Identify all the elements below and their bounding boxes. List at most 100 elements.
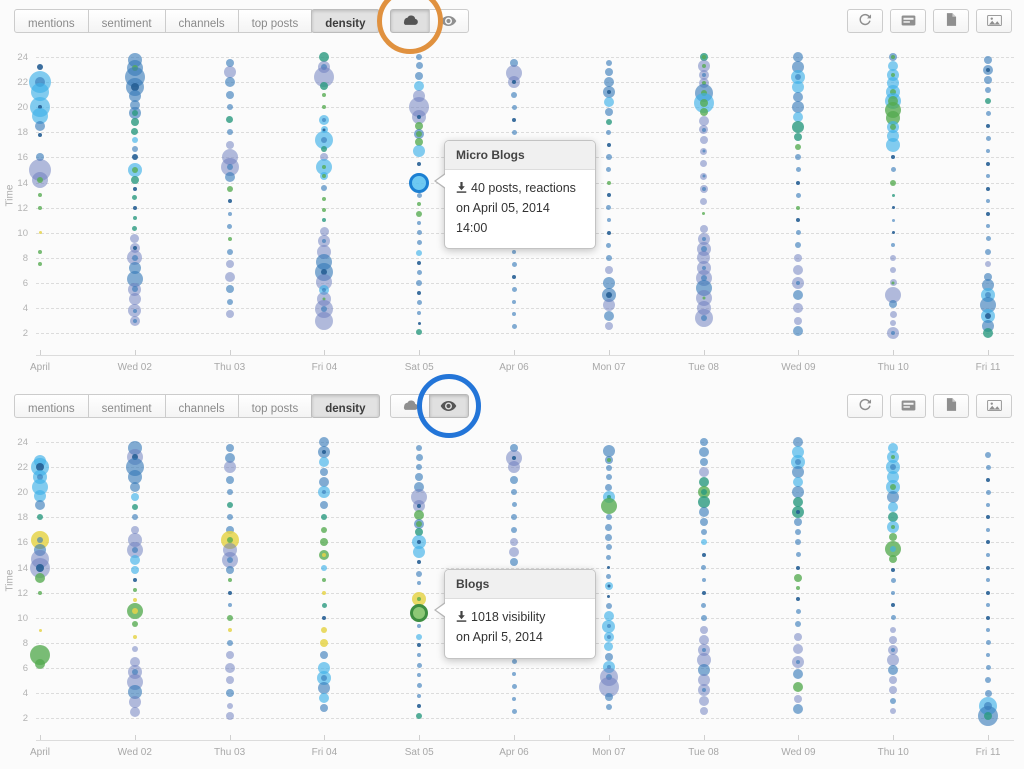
bubble[interactable] [793,437,804,447]
bubble[interactable] [792,81,805,94]
bubble[interactable] [417,673,422,678]
bubble[interactable] [793,290,804,301]
bubble[interactable] [127,250,143,266]
bubble[interactable] [605,465,612,472]
image-button[interactable] [976,394,1012,418]
bubble[interactable] [417,653,422,658]
bubble[interactable] [890,707,897,714]
bubble[interactable] [605,514,612,521]
bubble[interactable] [321,145,328,152]
bubble[interactable] [986,615,990,620]
bubble[interactable] [887,654,900,667]
bubble[interactable] [510,538,518,547]
bubble[interactable] [319,114,330,125]
refresh-button[interactable] [847,9,883,33]
bubble[interactable] [417,311,422,316]
bubble[interactable] [986,161,990,166]
bubble[interactable] [982,279,994,292]
bubble[interactable] [890,254,897,261]
table-button[interactable] [890,394,926,418]
bubble[interactable] [129,706,140,717]
bubble[interactable] [225,59,234,68]
bubble[interactable] [128,282,142,296]
bubble[interactable] [890,697,897,704]
bubble[interactable] [417,693,422,698]
bubble[interactable] [132,578,137,583]
bubble[interactable] [318,446,331,459]
bubble[interactable] [223,461,236,474]
tab-sentiment[interactable]: sentiment [87,9,166,33]
bubble[interactable] [416,662,422,668]
bubble[interactable] [38,132,42,137]
bubble[interactable] [602,619,616,633]
bubble[interactable] [698,507,709,518]
bubble[interactable] [416,445,423,452]
bubble[interactable] [225,140,234,149]
bubble[interactable] [38,628,42,632]
bubble[interactable] [605,544,612,551]
bubble[interactable] [510,475,518,484]
bubble[interactable] [791,70,806,85]
bubble[interactable] [511,104,517,110]
bubble[interactable] [602,299,615,312]
bubble[interactable] [131,514,138,521]
eye-toggle-button[interactable] [428,394,469,418]
bubble[interactable] [413,546,426,559]
bubble[interactable] [605,154,612,161]
bubble[interactable] [226,185,233,192]
bubble[interactable] [38,249,42,254]
bubble[interactable] [511,526,517,533]
bubble[interactable] [889,53,898,61]
bubble[interactable] [602,276,615,289]
bubble[interactable] [794,253,803,262]
bubble[interactable] [986,199,990,204]
bubble[interactable] [985,665,991,671]
bubble[interactable] [226,298,233,305]
bubble[interactable] [606,242,612,248]
bubble[interactable] [417,220,422,225]
bubble[interactable] [319,457,330,468]
bubble[interactable] [224,172,235,183]
bubble[interactable] [698,467,709,478]
bubble[interactable] [321,564,328,571]
bubble[interactable] [795,144,802,151]
bubble[interactable] [321,526,328,533]
bubble[interactable] [225,260,234,269]
bubble[interactable] [602,86,615,99]
bubble[interactable] [416,192,422,198]
bubble[interactable] [986,527,990,532]
bubble[interactable] [130,566,139,574]
bubble[interactable] [414,482,425,493]
bubble[interactable] [417,260,422,265]
bubble[interactable] [978,705,998,726]
bubble[interactable] [701,578,706,583]
bubble[interactable] [30,557,50,578]
bubble[interactable] [319,52,330,62]
bubble[interactable] [699,626,708,635]
bubble[interactable] [986,540,990,545]
tab-channels[interactable]: channels [164,9,239,33]
bubble[interactable] [986,565,990,570]
bubble[interactable] [986,502,990,507]
bubble[interactable] [416,270,422,276]
bubble[interactable] [34,489,46,502]
bubble[interactable] [697,486,710,499]
bubble[interactable] [888,512,899,523]
bubble[interactable] [130,118,139,127]
bubble[interactable] [226,489,233,496]
bubble[interactable] [416,54,423,60]
bubble[interactable] [511,324,517,330]
bubble[interactable] [793,92,804,103]
bubble[interactable] [127,684,142,699]
bubble[interactable] [698,695,709,706]
bubble[interactable] [320,126,328,134]
bubble[interactable] [317,670,332,685]
bubble[interactable] [701,552,706,557]
bubble[interactable] [699,518,708,527]
bubble[interactable] [796,596,801,601]
bubble[interactable] [700,539,707,546]
file-button[interactable] [933,394,969,418]
bubble[interactable] [697,664,710,677]
bubble[interactable] [791,455,806,470]
bubble[interactable] [227,211,232,216]
